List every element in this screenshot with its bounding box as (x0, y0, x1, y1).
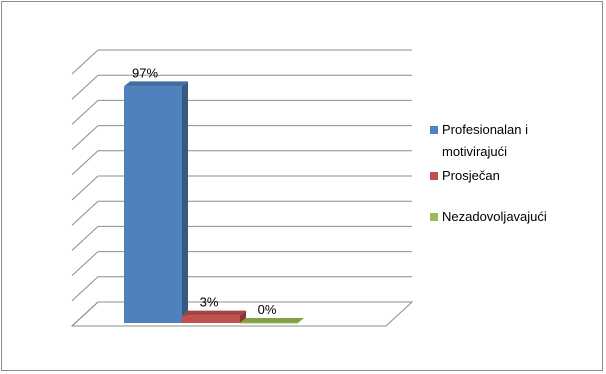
bar (124, 86, 182, 323)
legend-label: Prosječan (442, 168, 500, 183)
legend-swatch (430, 126, 438, 134)
bar (182, 315, 240, 323)
legend-swatch (430, 172, 438, 180)
bar-side (240, 310, 246, 323)
data-label: 0% (258, 302, 277, 317)
data-label: 97% (132, 65, 158, 80)
gridline-side (71, 74, 99, 100)
gridline-side (71, 226, 99, 251)
gridline-side (71, 175, 99, 201)
chart-walls (70, 49, 414, 327)
gridline-side (71, 49, 99, 75)
bar (240, 322, 298, 324)
gridline-side (71, 100, 99, 125)
chart-bars (124, 81, 304, 324)
chart-data-labels: 97% 3% 0% (132, 65, 277, 317)
legend-label: Profesionalan i (442, 122, 528, 137)
legend-label: motivirajući (442, 144, 507, 159)
chart-legend: Profesionalan i motivirajući Prosječan Neza… (430, 122, 547, 224)
gridline-side (71, 276, 99, 302)
bar-top (182, 310, 246, 316)
gridline-side (71, 125, 99, 150)
gridline-side (71, 200, 99, 226)
gridline-side (71, 150, 99, 176)
legend-label: Nezadovoljavajući (442, 209, 547, 224)
data-label: 3% (200, 295, 219, 310)
legend-swatch (430, 213, 438, 221)
bar-top (124, 81, 188, 87)
gridline-side (71, 301, 99, 327)
bar-side (182, 81, 188, 323)
bar-top (240, 318, 304, 323)
gridline-side (71, 251, 99, 276)
